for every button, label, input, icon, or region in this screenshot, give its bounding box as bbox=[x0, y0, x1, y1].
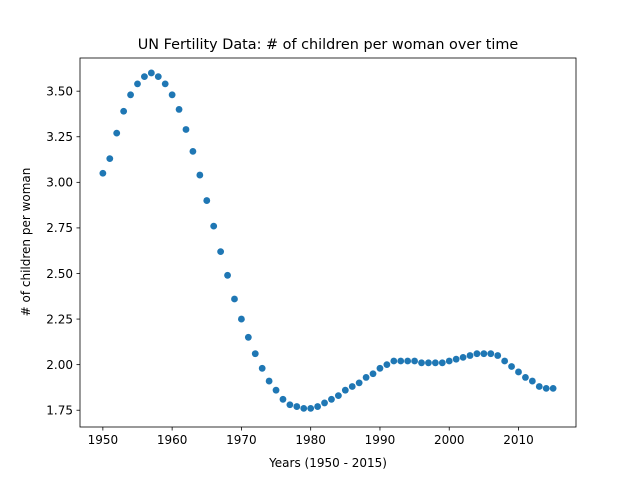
data-point bbox=[501, 357, 509, 365]
data-point bbox=[147, 69, 155, 77]
data-point bbox=[238, 315, 245, 323]
x-axis-label: Years (1950 - 2015) bbox=[268, 456, 387, 470]
data-point bbox=[369, 370, 377, 378]
data-point bbox=[175, 106, 183, 113]
data-point bbox=[161, 80, 169, 88]
data-point bbox=[508, 363, 515, 370]
data-point bbox=[411, 357, 418, 365]
data-point bbox=[549, 384, 557, 392]
data-point bbox=[244, 333, 252, 341]
data-point bbox=[293, 403, 301, 410]
data-point bbox=[113, 129, 121, 137]
data-point bbox=[452, 355, 460, 363]
y-tick-label: 3.00 bbox=[46, 176, 73, 190]
y-tick-label: 1.75 bbox=[46, 404, 73, 418]
data-point bbox=[383, 361, 391, 369]
data-point bbox=[120, 107, 128, 115]
x-tick-label: 1970 bbox=[226, 433, 257, 447]
data-point bbox=[265, 377, 273, 385]
y-tick-label: 3.50 bbox=[46, 84, 73, 98]
data-point bbox=[355, 379, 363, 387]
data-point bbox=[425, 359, 432, 367]
data-point bbox=[272, 386, 280, 394]
data-points bbox=[99, 69, 557, 412]
data-point bbox=[251, 350, 259, 358]
y-axis-ticks: 1.75 2.00 2.25 2.50 2.75 3.00 3.25 3.50 bbox=[46, 84, 80, 418]
data-point bbox=[480, 350, 488, 358]
data-point bbox=[473, 350, 481, 358]
x-tick-label: 1960 bbox=[157, 433, 188, 447]
data-point bbox=[348, 383, 356, 390]
data-point bbox=[189, 147, 197, 155]
x-tick-label: 2000 bbox=[434, 433, 465, 447]
data-point bbox=[445, 357, 453, 365]
data-point bbox=[307, 405, 315, 412]
data-point bbox=[341, 386, 349, 394]
data-point bbox=[522, 374, 529, 381]
y-tick-label: 2.50 bbox=[46, 267, 73, 281]
y-tick-label: 3.25 bbox=[46, 130, 73, 144]
y-tick-label: 2.25 bbox=[46, 312, 73, 326]
y-axis-label: # of children per woman bbox=[19, 168, 33, 317]
data-point bbox=[224, 271, 231, 279]
x-tick-label: 2010 bbox=[503, 433, 534, 447]
data-point bbox=[286, 401, 294, 409]
data-point bbox=[321, 399, 328, 407]
chart-title: UN Fertility Data: # of children per wom… bbox=[138, 37, 519, 53]
data-point bbox=[542, 384, 550, 392]
data-point bbox=[515, 368, 522, 376]
data-point bbox=[99, 169, 107, 177]
y-tick-label: 2.75 bbox=[46, 221, 73, 235]
x-axis-ticks: 1950 1960 1970 1980 1990 2000 2010 bbox=[88, 427, 534, 447]
data-point bbox=[300, 405, 308, 412]
data-point bbox=[535, 383, 543, 390]
data-point bbox=[334, 392, 342, 400]
data-point bbox=[431, 359, 439, 367]
data-point bbox=[141, 73, 148, 80]
data-point bbox=[279, 395, 287, 403]
data-point bbox=[154, 73, 162, 80]
data-point bbox=[258, 364, 266, 372]
data-point bbox=[210, 222, 218, 230]
data-point bbox=[217, 248, 225, 256]
data-point bbox=[494, 352, 502, 359]
data-point bbox=[404, 357, 412, 365]
data-point bbox=[203, 197, 211, 204]
data-point bbox=[390, 357, 398, 365]
data-point bbox=[438, 359, 446, 367]
data-point bbox=[106, 155, 114, 163]
data-point bbox=[328, 395, 335, 403]
data-point bbox=[528, 377, 536, 385]
data-point bbox=[314, 403, 322, 410]
x-tick-label: 1980 bbox=[295, 433, 326, 447]
data-point bbox=[397, 357, 405, 365]
data-point bbox=[376, 364, 384, 372]
data-point bbox=[127, 91, 134, 99]
data-point bbox=[134, 80, 141, 88]
data-point bbox=[466, 352, 474, 359]
plot-area-frame bbox=[79, 57, 577, 428]
data-point bbox=[459, 353, 467, 361]
data-point bbox=[168, 91, 176, 99]
data-point bbox=[362, 374, 370, 381]
data-point bbox=[196, 171, 204, 179]
data-point bbox=[418, 359, 425, 367]
x-tick-label: 1950 bbox=[88, 433, 119, 447]
data-point bbox=[231, 295, 238, 303]
data-point bbox=[182, 126, 190, 133]
x-tick-label: 1990 bbox=[365, 433, 396, 447]
y-tick-label: 2.00 bbox=[46, 358, 73, 372]
data-point bbox=[487, 350, 495, 358]
